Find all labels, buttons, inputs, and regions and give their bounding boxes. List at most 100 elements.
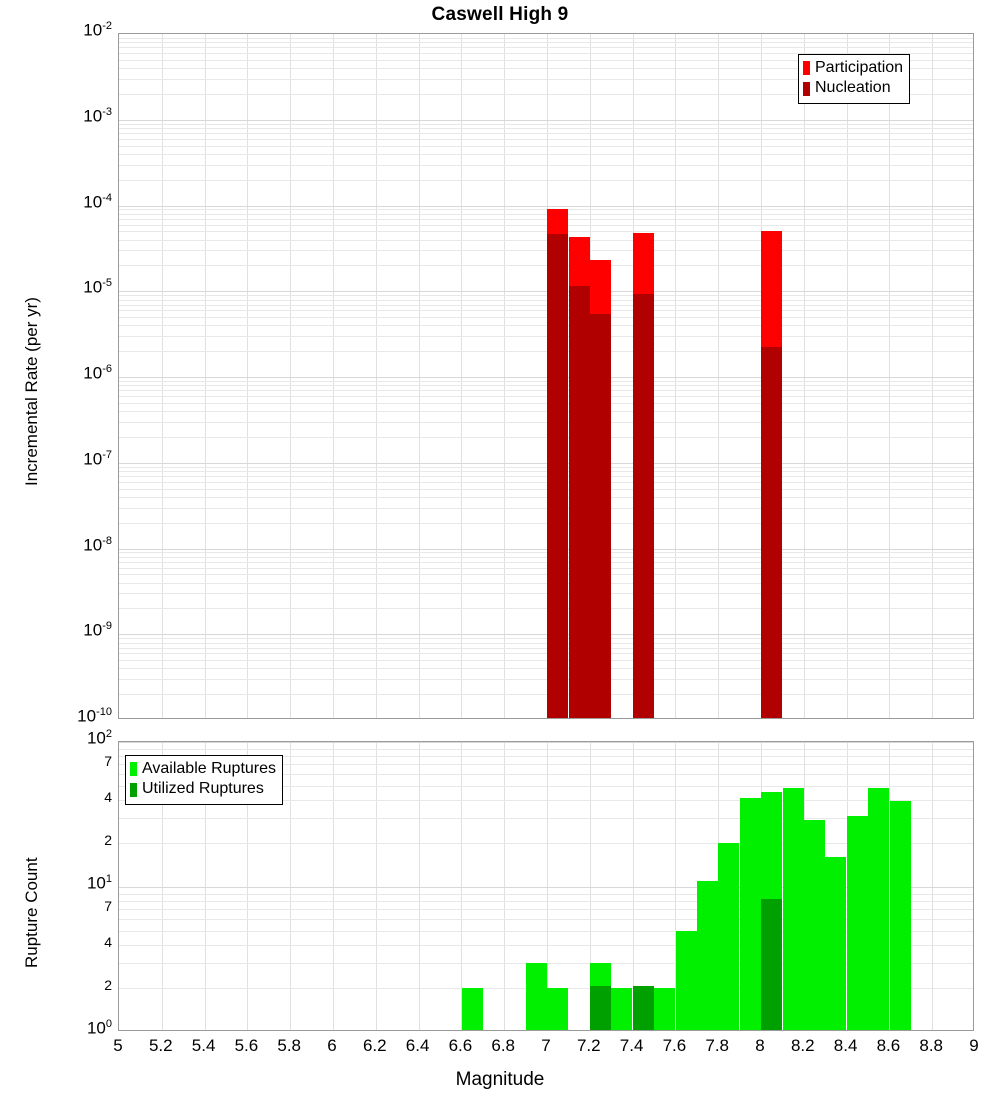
participation-bar [632, 232, 654, 718]
horizontal-gridline [119, 817, 973, 819]
y-tick-label: 10-10 [77, 706, 112, 726]
available-ruptures-bar [868, 788, 890, 1030]
horizontal-gridline [119, 548, 973, 550]
available-ruptures-bar [654, 988, 676, 1030]
horizontal-gridline [119, 774, 973, 776]
horizontal-gridline [119, 574, 973, 576]
top-legend: Participation Nucleation [798, 54, 911, 104]
vertical-gridline [204, 742, 206, 1030]
available-ruptures-bar [739, 798, 761, 1030]
horizontal-gridline [119, 742, 973, 743]
horizontal-gridline [119, 647, 973, 649]
available-ruptures-bar [782, 788, 804, 1030]
x-tick-label: 7.6 [662, 1036, 687, 1055]
nucleation-bar [761, 347, 783, 718]
vertical-gridline [247, 742, 249, 1030]
horizontal-gridline [119, 42, 973, 44]
horizontal-gridline [119, 119, 973, 121]
y-tick-label: 10-5 [83, 277, 112, 297]
nucleation-bar [590, 313, 611, 718]
available-ruptures-bar [525, 962, 547, 1030]
x-tick-label: 6 [327, 1036, 337, 1055]
nucleation-bar [547, 234, 569, 718]
available-ruptures-bar [547, 988, 569, 1030]
horizontal-gridline [119, 748, 973, 750]
horizontal-gridline [119, 436, 973, 438]
x-tick-label: 8 [755, 1036, 765, 1055]
horizontal-gridline [119, 295, 973, 297]
horizontal-gridline [119, 37, 973, 39]
horizontal-gridline [119, 145, 973, 147]
horizontal-gridline [119, 756, 973, 758]
y-minor-tick-label: 7 [104, 898, 112, 915]
vertical-gridline [718, 34, 720, 718]
y-tick-label: 101 [86, 873, 112, 893]
top-plot-area [119, 34, 973, 718]
nucleation-bar [568, 285, 590, 718]
vertical-gridline [161, 742, 163, 1030]
top-legend-item: Nucleation [803, 78, 903, 98]
horizontal-gridline [119, 488, 973, 490]
bottom-legend-item: Available Ruptures [130, 759, 276, 779]
horizontal-gridline [119, 265, 973, 267]
horizontal-gridline [119, 93, 973, 95]
horizontal-gridline [119, 944, 973, 946]
vertical-gridline [418, 34, 420, 718]
y-minor-tick-label: 2 [104, 832, 112, 849]
vertical-gridline [589, 742, 591, 1030]
available-ruptures-bar [889, 801, 911, 1030]
vertical-gridline [204, 34, 206, 718]
vertical-gridline [932, 742, 934, 1030]
horizontal-gridline [119, 476, 973, 478]
y-minor-tick-label: 2 [104, 977, 112, 994]
legend-label: Available Ruptures [142, 760, 277, 777]
horizontal-gridline [119, 567, 973, 569]
horizontal-gridline [119, 552, 973, 554]
horizontal-gridline [119, 556, 973, 558]
x-tick-label: 5.2 [148, 1036, 173, 1055]
vertical-gridline [461, 742, 463, 1030]
horizontal-gridline [119, 59, 973, 61]
available-ruptures-bar [718, 843, 740, 1030]
horizontal-gridline [119, 53, 973, 55]
available-ruptures-bar [632, 986, 654, 1030]
vertical-gridline [461, 34, 463, 718]
legend-label: Nucleation [815, 79, 891, 97]
horizontal-gridline [119, 380, 973, 382]
vertical-gridline [803, 34, 805, 718]
horizontal-gridline [119, 164, 973, 166]
horizontal-gridline [119, 507, 973, 509]
bottom-legend-item: Utilized Ruptures [130, 779, 276, 799]
y-minor-tick-label: 4 [104, 933, 112, 950]
horizontal-gridline [119, 402, 973, 404]
horizontal-gridline [119, 582, 973, 584]
available-ruptures-bar [761, 792, 783, 1030]
participation-bar [761, 231, 783, 718]
horizontal-gridline [119, 561, 973, 563]
horizontal-gridline [119, 593, 973, 595]
rupture-count-panel [118, 741, 974, 1031]
horizontal-gridline [119, 179, 973, 181]
legend-swatch-icon [803, 61, 810, 76]
x-tick-label: 7.8 [705, 1036, 729, 1055]
horizontal-gridline [119, 608, 973, 610]
horizontal-gridline [119, 133, 973, 135]
horizontal-gridline [119, 496, 973, 498]
horizontal-gridline [119, 78, 973, 80]
vertical-gridline [889, 34, 891, 718]
available-ruptures-bar [804, 819, 825, 1030]
horizontal-gridline [119, 909, 973, 911]
horizontal-gridline [119, 317, 973, 319]
horizontal-gridline [119, 291, 973, 293]
y-tick-label: 10-2 [83, 20, 112, 40]
horizontal-gridline [119, 239, 973, 241]
x-tick-label: 7.2 [576, 1036, 601, 1055]
y-tick-label: 10-6 [83, 363, 112, 383]
horizontal-gridline [119, 250, 973, 252]
x-tick-label: 6.6 [448, 1036, 473, 1055]
horizontal-gridline [119, 218, 973, 220]
horizontal-gridline [119, 299, 973, 301]
x-tick-label: 6.4 [405, 1036, 430, 1055]
horizontal-gridline [119, 930, 973, 932]
available-ruptures-bar [611, 988, 633, 1030]
